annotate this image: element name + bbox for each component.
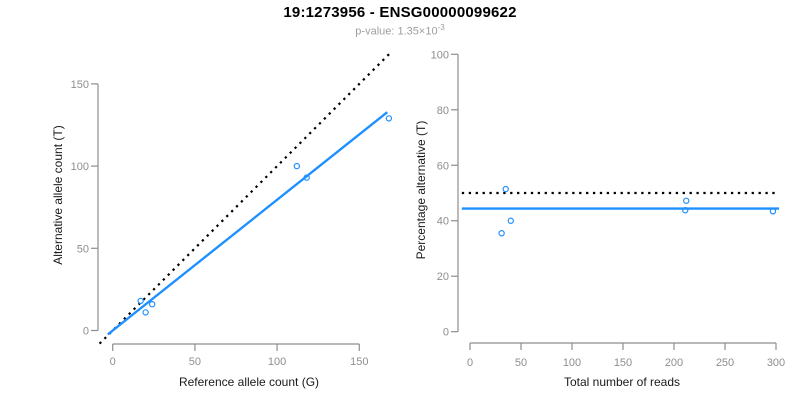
right-data-point [498,230,505,237]
left-data-point [293,162,301,170]
left-y-tick-label: 100 [71,161,89,173]
right-y-axis-title: Percentage alternative (T) [414,121,428,260]
right-x-tick-label: 50 [515,357,527,369]
right-data-point [683,197,690,204]
left-data-point [142,309,149,316]
right-x-tick-label: 100 [563,357,581,369]
left-fit-line [107,111,388,336]
right-x-tick-label: 300 [767,357,785,369]
left-x-tick-label: 150 [350,356,368,368]
pvalue-subtitle: p-value: 1.35×10-3 [0,23,800,38]
right-y-tick-label: 100 [431,49,449,61]
left-x-axis-title: Reference allele count (G) [179,375,319,389]
pvalue-text: p-value: 1.35×10 [355,25,438,38]
right-y-tick-label: 40 [437,216,449,228]
right-x-tick-label: 250 [716,357,734,369]
right-x-tick-label: 150 [614,357,632,369]
left-data-point [137,297,144,305]
right-x-tick-label: 200 [665,357,683,369]
right-data-point [769,208,777,215]
right-x-tick-label: 0 [467,357,473,369]
right-data-point [502,185,509,193]
right-y-tick-label: 60 [437,160,449,172]
left-x-tick-label: 0 [110,356,116,368]
right-y-tick-label: 0 [443,327,449,339]
right-y-tick-label: 20 [437,271,449,283]
page-title: 19:1273956 - ENSG00000099622 [283,4,517,21]
right-x-axis-title: Total number of reads [564,375,680,389]
left-x-tick-label: 50 [189,356,201,368]
right-data-point [507,217,514,224]
left-data-point [303,174,310,181]
pvalue-exponent: -3 [437,23,445,32]
left-x-tick-label: 100 [268,356,286,368]
left-y-tick-label: 150 [71,79,89,91]
right-y-tick-label: 80 [437,105,449,117]
left-data-point [148,300,156,308]
right-data-point [682,206,689,214]
left-y-tick-label: 50 [77,243,89,255]
left-y-tick-label: 0 [83,326,89,338]
left-data-point [385,115,393,122]
left-y-axis-title: Alternative allele count (T) [51,125,65,264]
